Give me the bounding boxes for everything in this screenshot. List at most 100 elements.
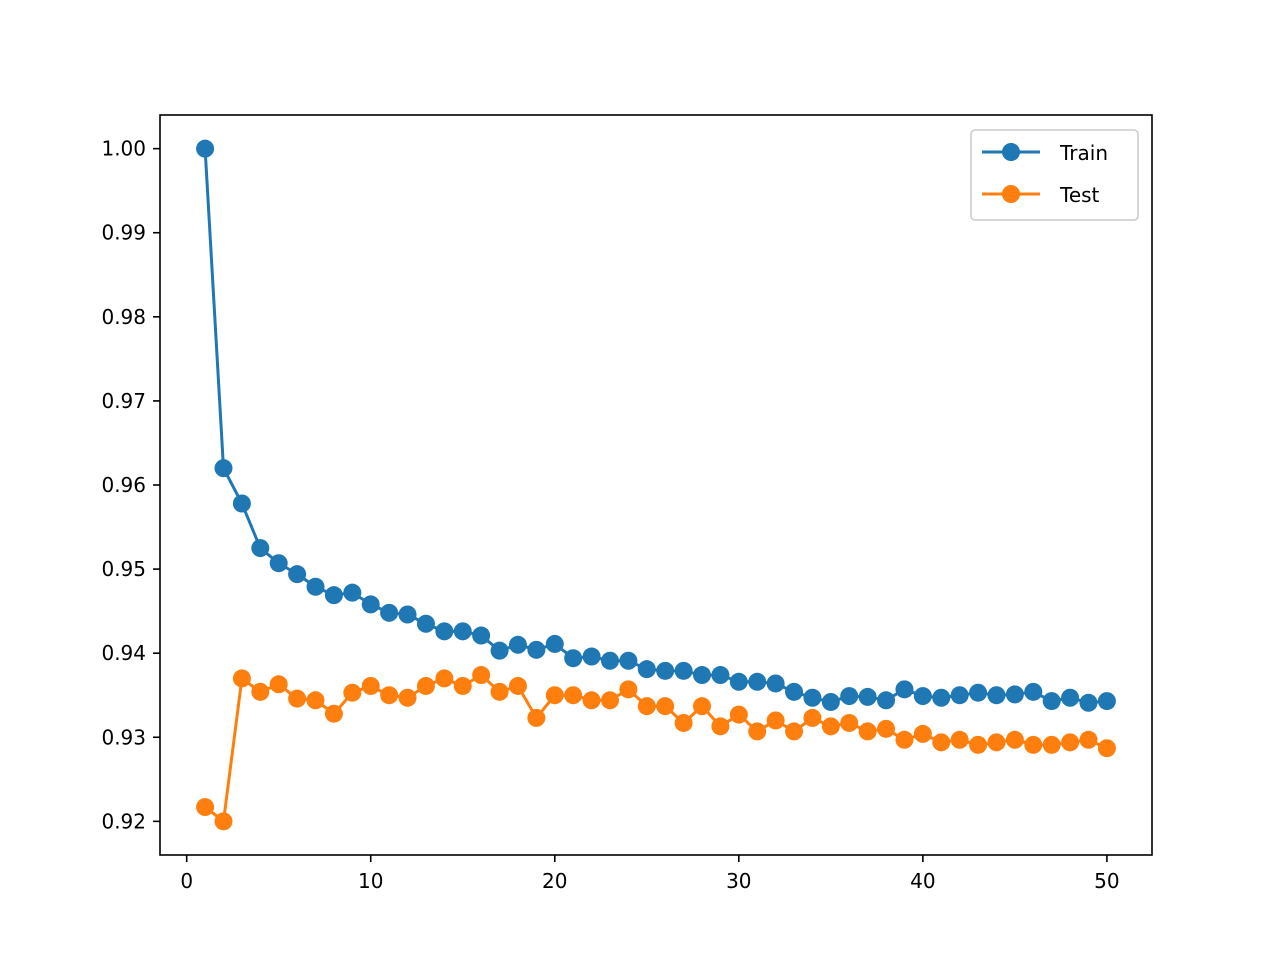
- data-point-test: [269, 675, 288, 694]
- data-point-train: [564, 649, 583, 668]
- data-point-test: [1005, 730, 1024, 749]
- x-tick-label: 30: [726, 869, 751, 893]
- data-point-train: [527, 640, 546, 659]
- data-point-train: [840, 687, 859, 706]
- data-point-train: [490, 641, 509, 660]
- y-tick-label: 0.97: [101, 389, 146, 413]
- data-point-train: [288, 565, 307, 584]
- data-point-test: [527, 708, 546, 727]
- data-point-test: [380, 686, 399, 705]
- data-point-train: [416, 614, 435, 633]
- data-point-test: [1042, 735, 1061, 754]
- data-point-test: [895, 730, 914, 749]
- data-point-train: [895, 680, 914, 699]
- legend-marker-test: [1002, 185, 1020, 203]
- data-point-train: [508, 635, 527, 654]
- data-point-train: [600, 651, 619, 670]
- data-point-train: [821, 692, 840, 711]
- y-tick-label: 0.99: [101, 221, 146, 245]
- data-point-train: [766, 674, 785, 693]
- data-point-train: [361, 595, 380, 614]
- data-point-test: [453, 676, 472, 695]
- data-point-test: [766, 711, 785, 730]
- data-point-train: [637, 660, 656, 679]
- data-point-test: [435, 669, 454, 688]
- data-point-test: [324, 704, 343, 723]
- data-point-train: [453, 622, 472, 641]
- plot-area: 0.92 0.93 0.94 0.95 0.96 0.97 0.98 0.99 1.00 0 10 2…: [101, 114, 1153, 893]
- y-tick-label: 0.96: [101, 473, 146, 497]
- x-tick-label: 0: [180, 869, 193, 893]
- data-point-train: [803, 688, 822, 707]
- data-point-train: [987, 686, 1006, 705]
- data-point-train: [711, 666, 730, 685]
- data-point-test: [1097, 739, 1116, 758]
- y-tick-label: 0.93: [101, 725, 146, 749]
- data-point-train: [196, 139, 215, 158]
- data-point-train: [472, 626, 491, 645]
- data-point-test: [674, 713, 693, 732]
- data-point-train: [858, 687, 877, 706]
- data-point-train: [343, 583, 362, 602]
- data-point-train: [1097, 692, 1116, 711]
- data-point-test: [196, 798, 215, 817]
- x-tick-label: 10: [358, 869, 383, 893]
- data-point-train: [619, 651, 638, 670]
- data-point-train: [324, 586, 343, 605]
- data-point-test: [1079, 730, 1098, 749]
- data-point-test: [877, 719, 896, 738]
- data-point-train: [748, 672, 767, 691]
- data-point-train: [251, 539, 270, 558]
- y-tick-label: 0.92: [101, 809, 146, 833]
- data-point-train: [969, 683, 988, 702]
- legend-label-test: Test: [1059, 183, 1100, 207]
- data-point-test: [545, 686, 564, 705]
- data-point-train: [785, 682, 804, 701]
- data-point-train: [656, 661, 675, 680]
- data-point-test: [729, 705, 748, 724]
- data-point-test: [840, 713, 859, 732]
- data-point-test: [693, 697, 712, 716]
- data-point-train: [435, 622, 454, 641]
- x-tick-label: 40: [910, 869, 935, 893]
- data-point-train: [674, 661, 693, 680]
- data-point-test: [821, 717, 840, 736]
- data-point-test: [932, 733, 951, 752]
- data-point-test: [232, 669, 251, 688]
- data-point-train: [932, 688, 951, 707]
- data-point-train: [729, 672, 748, 691]
- y-tick-label: 1.00: [101, 137, 146, 161]
- data-point-train: [1024, 682, 1043, 701]
- data-point-test: [748, 722, 767, 741]
- data-point-test: [987, 733, 1006, 752]
- data-point-test: [472, 666, 491, 685]
- data-point-test: [969, 735, 988, 754]
- y-tick-label: 0.94: [101, 641, 146, 665]
- data-point-test: [711, 717, 730, 736]
- data-point-test: [214, 812, 233, 831]
- data-point-test: [858, 722, 877, 741]
- data-point-train: [232, 494, 251, 513]
- data-point-test: [913, 724, 932, 743]
- data-point-test: [288, 689, 307, 708]
- y-tick-label: 0.98: [101, 305, 146, 329]
- data-point-test: [950, 730, 969, 749]
- legend-label-train: Train: [1059, 141, 1108, 165]
- data-point-train: [1079, 693, 1098, 712]
- data-point-test: [361, 676, 380, 695]
- data-point-test: [251, 682, 270, 701]
- data-point-train: [1061, 688, 1080, 707]
- y-tick-label: 0.95: [101, 557, 146, 581]
- legend-box: [970, 129, 1139, 221]
- data-point-train: [950, 686, 969, 705]
- data-point-test: [619, 680, 638, 699]
- axes-frame: [159, 114, 1153, 856]
- data-point-train: [214, 459, 233, 478]
- data-point-train: [693, 666, 712, 685]
- data-point-test: [582, 691, 601, 710]
- data-point-test: [306, 691, 325, 710]
- data-point-test: [600, 691, 619, 710]
- data-point-test: [343, 683, 362, 702]
- data-point-test: [785, 722, 804, 741]
